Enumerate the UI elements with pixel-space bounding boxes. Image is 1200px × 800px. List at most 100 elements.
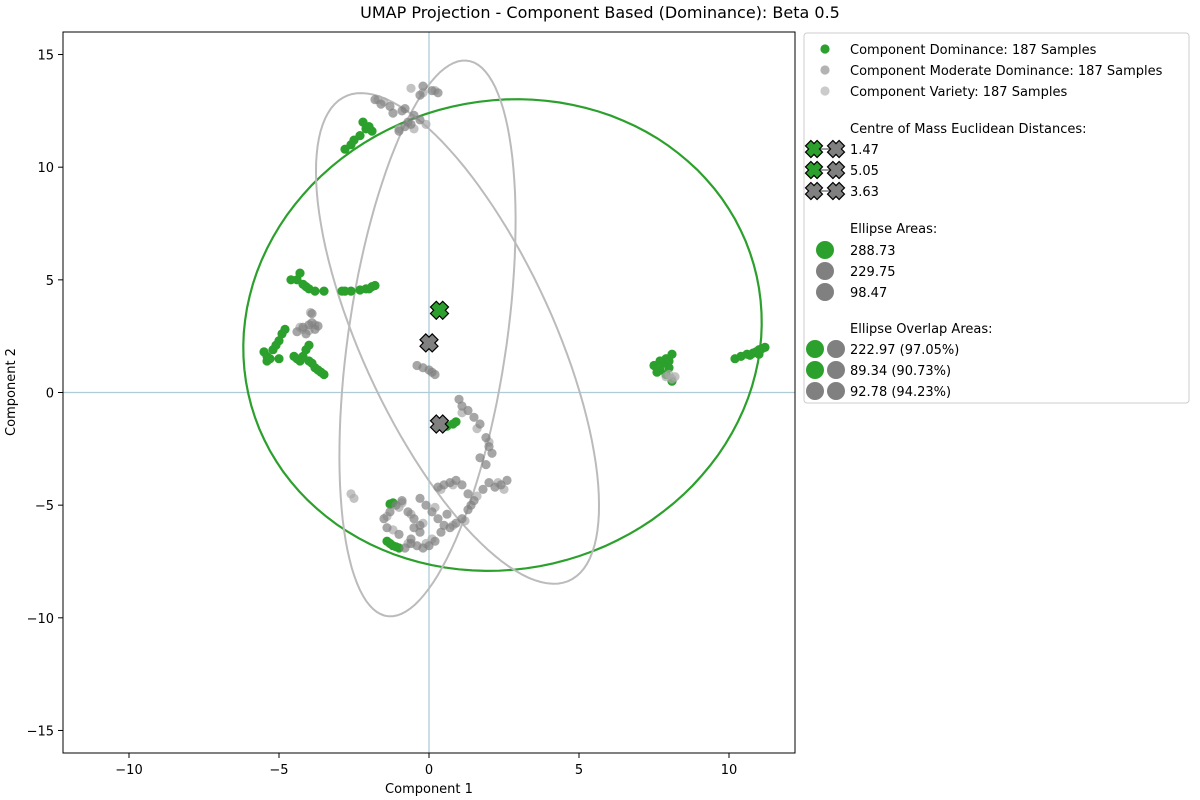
scatter-point-series-2 [418, 81, 428, 91]
scatter-point-series-2 [394, 529, 404, 540]
scatter-point-series-1 [274, 354, 284, 364]
legend-overlap-marker-a [806, 340, 824, 358]
scatter-point-series-2 [415, 90, 425, 100]
scatter-point-series-2 [466, 500, 476, 510]
scatter-point-series-3 [406, 83, 416, 93]
legend-distance-marker-b [826, 139, 846, 159]
legend-overlap-marker-a [806, 361, 824, 379]
scatter-point-series-1 [451, 417, 461, 427]
scatter-point-series-2 [502, 475, 512, 485]
legend-overlap-value: 222.97 (97.05%) [850, 343, 959, 358]
legend-overlap-marker-a [806, 382, 824, 400]
scatter-point-series-2 [403, 507, 413, 517]
legend-series-label: Component Dominance: 187 Samples [850, 43, 1097, 58]
scatter-point-series-2 [379, 514, 389, 524]
legend-distance-marker-a [804, 160, 824, 180]
y-tick-label: −15 [27, 724, 54, 739]
scatter-point-series-2 [487, 448, 497, 458]
scatter-point-series-1 [340, 286, 350, 296]
scatter-point-series-3 [661, 372, 671, 382]
scatter-point-series-3 [670, 372, 680, 382]
scatter-point-series-1 [760, 342, 770, 352]
centre-of-mass-marker-1 [429, 300, 450, 321]
scatter-point-series-1 [292, 354, 302, 364]
centre-of-mass-marker-3 [429, 414, 450, 434]
ellipse-3 [338, 59, 517, 618]
legend-overlap-marker-b [827, 382, 845, 400]
scatter-point-series-1 [667, 349, 677, 359]
legend-distance-marker-b [826, 160, 846, 180]
scatter-point-series-2 [382, 523, 392, 533]
scatter-point-series-2 [469, 412, 479, 422]
legend-area-marker [816, 262, 834, 280]
scatter-point-series-2 [427, 507, 437, 517]
x-tick-label: −10 [115, 763, 142, 778]
scatter-point-series-3 [349, 493, 359, 503]
chart-title: UMAP Projection - Component Based (Domin… [360, 3, 840, 22]
legend-area-value: 98.47 [850, 286, 887, 301]
scatter-point-series-2 [475, 453, 485, 463]
scatter-point-series-1 [361, 284, 371, 294]
scatter-point-series-1 [301, 282, 311, 292]
y-tick-label: 0 [46, 387, 54, 402]
scatter-point-series-1 [370, 280, 380, 291]
legend-series-marker [820, 65, 830, 75]
confidence-ellipses [242, 59, 763, 618]
scatter-point-series-1 [310, 286, 320, 296]
scatter-point-series-2 [433, 88, 443, 98]
y-tick-label: −10 [27, 612, 54, 627]
scatter-point-series-1 [304, 340, 314, 350]
legend-area-marker [816, 283, 834, 301]
scatter-point-series-2 [415, 115, 425, 125]
scatter-point-series-2 [388, 108, 398, 118]
scatter-point-series-2 [409, 514, 419, 524]
legend-area-marker [816, 241, 834, 259]
scatter-point-series-1 [262, 356, 272, 366]
legend-overlaps-title: Ellipse Overlap Areas: [850, 322, 993, 337]
scatter-point-series-2 [481, 460, 491, 470]
legend: Component Dominance: 187 Samples Componen… [803, 32, 1190, 404]
ellipse-2 [314, 92, 601, 585]
scatter-point-series-2 [457, 480, 467, 490]
scatter-point-series-2 [442, 509, 452, 519]
x-tick-label: 0 [425, 763, 433, 778]
y-tick-label: −5 [35, 499, 54, 514]
scatter-point-series-2 [307, 309, 317, 319]
scatter-point-series-2 [457, 514, 467, 524]
legend-frame [803, 32, 1190, 404]
scatter-point-series-2 [430, 369, 440, 380]
legend-distance-value: 3.63 [850, 185, 879, 200]
scatter-point-series-2 [409, 523, 419, 533]
scatter-point-series-1 [745, 350, 755, 360]
scatter-points [259, 81, 770, 553]
scatter-point-series-2 [313, 321, 323, 331]
scatter-point-series-2 [385, 507, 395, 517]
scatter-point-series-2 [433, 514, 443, 524]
scatter-point-series-2 [436, 527, 446, 537]
y-tick-label: 15 [37, 49, 54, 64]
scatter-point-series-2 [415, 493, 425, 503]
y-tick-label: 5 [46, 274, 54, 289]
scatter-point-series-1 [319, 286, 329, 296]
legend-series-marker [820, 44, 830, 54]
x-tick-label: −5 [269, 763, 288, 778]
x-tick-label: 10 [721, 763, 738, 778]
x-tick-label: 5 [575, 763, 583, 778]
legend-area-value: 288.73 [850, 244, 896, 259]
scatter-point-series-2 [397, 496, 407, 506]
scatter-point-series-1 [304, 356, 314, 366]
y-axis-label: Component 2 [4, 348, 19, 436]
scatter-point-series-1 [361, 124, 371, 134]
scatter-point-series-1 [319, 369, 329, 380]
legend-series-label: Component Variety: 187 Samples [850, 85, 1067, 100]
centre-of-mass-marker-2 [419, 333, 439, 353]
ellipse-1 [242, 98, 763, 573]
scatter-point-series-2 [430, 536, 440, 546]
legend-distance-value: 1.47 [850, 143, 879, 158]
legend-distance-marker-b [826, 181, 846, 201]
scatter-point-series-1 [280, 324, 290, 334]
legend-distance-value: 5.05 [850, 164, 879, 179]
scatter-point-series-2 [394, 126, 404, 136]
legend-distances-title: Centre of Mass Euclidean Distances: [850, 122, 1087, 137]
